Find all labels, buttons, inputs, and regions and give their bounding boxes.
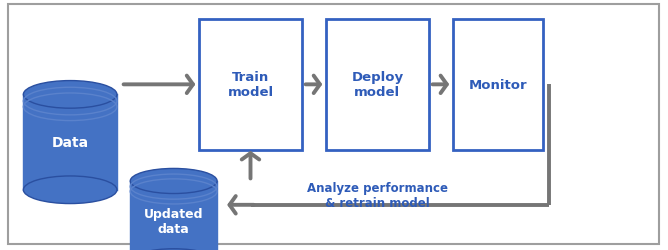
FancyBboxPatch shape: [8, 5, 659, 244]
Bar: [23, 95, 117, 190]
Bar: [130, 181, 217, 250]
Ellipse shape: [23, 176, 117, 204]
Text: Updated
data: Updated data: [144, 207, 204, 235]
Ellipse shape: [130, 249, 217, 250]
Text: Data: Data: [51, 136, 89, 149]
Text: Train
model: Train model: [227, 71, 274, 99]
Text: Deploy
model: Deploy model: [351, 71, 403, 99]
FancyBboxPatch shape: [199, 20, 302, 150]
FancyBboxPatch shape: [326, 20, 430, 150]
Ellipse shape: [130, 169, 217, 194]
Text: Analyze performance
& retrain model: Analyze performance & retrain model: [307, 181, 448, 209]
Ellipse shape: [23, 81, 117, 109]
Text: Monitor: Monitor: [468, 78, 527, 92]
FancyBboxPatch shape: [453, 20, 542, 150]
